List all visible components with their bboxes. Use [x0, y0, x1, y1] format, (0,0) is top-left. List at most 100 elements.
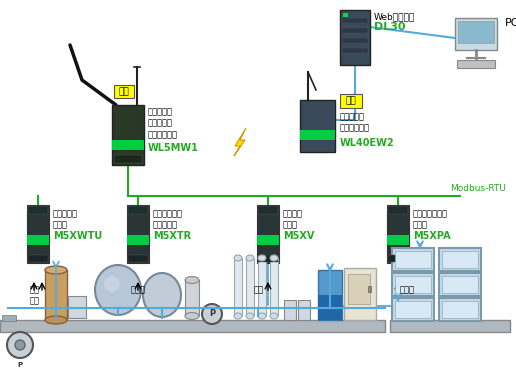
FancyBboxPatch shape: [28, 206, 48, 214]
FancyBboxPatch shape: [318, 270, 342, 320]
FancyBboxPatch shape: [185, 280, 199, 316]
Text: WL40EW2: WL40EW2: [340, 138, 395, 148]
FancyBboxPatch shape: [392, 248, 434, 271]
Ellipse shape: [104, 276, 120, 292]
Text: 直流入力
変換器: 直流入力 変換器: [283, 209, 303, 230]
Text: 熱電対: 熱電対: [131, 285, 146, 294]
Text: M5XWTU: M5XWTU: [53, 231, 102, 241]
Text: M5XPA: M5XPA: [413, 231, 450, 241]
FancyBboxPatch shape: [348, 274, 370, 304]
Ellipse shape: [143, 273, 181, 317]
Text: P: P: [209, 310, 215, 318]
Ellipse shape: [45, 266, 67, 274]
FancyBboxPatch shape: [270, 258, 278, 316]
FancyBboxPatch shape: [27, 205, 49, 263]
FancyBboxPatch shape: [457, 60, 495, 68]
FancyBboxPatch shape: [442, 301, 478, 318]
Polygon shape: [234, 128, 246, 156]
FancyBboxPatch shape: [388, 255, 408, 262]
Circle shape: [202, 304, 222, 324]
FancyBboxPatch shape: [257, 235, 279, 245]
FancyBboxPatch shape: [258, 206, 278, 214]
FancyBboxPatch shape: [128, 255, 148, 262]
Text: 電流
電圧: 電流 電圧: [30, 285, 40, 305]
Text: ユニバーサル
温度変換器: ユニバーサル 温度変換器: [153, 209, 183, 230]
FancyBboxPatch shape: [395, 301, 431, 318]
Text: P: P: [18, 362, 23, 368]
Text: タンシマル
ワイヤレス
ゲートウェイ: タンシマル ワイヤレス ゲートウェイ: [148, 107, 178, 140]
FancyBboxPatch shape: [343, 13, 348, 17]
FancyBboxPatch shape: [388, 206, 408, 214]
FancyBboxPatch shape: [439, 248, 481, 271]
Circle shape: [7, 332, 33, 358]
FancyBboxPatch shape: [340, 94, 362, 108]
FancyBboxPatch shape: [442, 251, 478, 268]
FancyBboxPatch shape: [439, 273, 481, 296]
Ellipse shape: [258, 313, 266, 319]
FancyBboxPatch shape: [234, 258, 242, 316]
Ellipse shape: [270, 313, 278, 319]
FancyBboxPatch shape: [257, 205, 279, 263]
Text: 電力マルチ
変換器: 電力マルチ 変換器: [53, 209, 78, 230]
FancyBboxPatch shape: [387, 205, 409, 263]
Text: WL5MW1: WL5MW1: [148, 143, 199, 153]
FancyBboxPatch shape: [45, 270, 67, 320]
Text: 親機: 親機: [346, 97, 357, 105]
FancyBboxPatch shape: [127, 205, 149, 263]
Circle shape: [15, 340, 25, 350]
Ellipse shape: [270, 255, 278, 261]
Text: M5XV: M5XV: [283, 231, 314, 241]
FancyBboxPatch shape: [342, 38, 368, 43]
Ellipse shape: [185, 276, 199, 283]
FancyBboxPatch shape: [114, 155, 142, 163]
FancyBboxPatch shape: [128, 206, 148, 214]
FancyBboxPatch shape: [127, 235, 149, 245]
FancyBboxPatch shape: [342, 28, 368, 33]
Text: パルスアナログ
変換器: パルスアナログ 変換器: [413, 209, 448, 230]
Ellipse shape: [95, 265, 141, 315]
FancyBboxPatch shape: [112, 105, 144, 165]
FancyBboxPatch shape: [344, 268, 376, 320]
FancyBboxPatch shape: [258, 255, 278, 262]
Text: Modbus-RTU: Modbus-RTU: [450, 184, 506, 193]
Text: ワイヤレス
ゲートウェイ: ワイヤレス ゲートウェイ: [340, 112, 370, 133]
Ellipse shape: [246, 255, 254, 261]
FancyBboxPatch shape: [68, 296, 86, 318]
FancyBboxPatch shape: [395, 276, 431, 293]
Ellipse shape: [258, 255, 266, 261]
FancyBboxPatch shape: [439, 298, 481, 321]
FancyBboxPatch shape: [0, 320, 385, 332]
Ellipse shape: [234, 313, 242, 319]
FancyBboxPatch shape: [387, 235, 409, 245]
FancyBboxPatch shape: [395, 251, 431, 268]
Text: DL30: DL30: [374, 22, 406, 32]
FancyBboxPatch shape: [112, 140, 144, 150]
FancyBboxPatch shape: [442, 276, 478, 293]
FancyBboxPatch shape: [392, 298, 434, 321]
FancyBboxPatch shape: [318, 295, 342, 320]
Text: M5XTR: M5XTR: [153, 231, 191, 241]
FancyBboxPatch shape: [284, 300, 296, 320]
FancyBboxPatch shape: [342, 48, 368, 53]
Text: 子機: 子機: [119, 87, 130, 96]
Ellipse shape: [45, 316, 67, 324]
FancyBboxPatch shape: [2, 315, 16, 321]
FancyBboxPatch shape: [390, 320, 510, 332]
FancyBboxPatch shape: [455, 18, 497, 50]
FancyBboxPatch shape: [392, 273, 434, 296]
Ellipse shape: [246, 313, 254, 319]
FancyBboxPatch shape: [368, 286, 371, 292]
FancyBboxPatch shape: [300, 100, 335, 152]
FancyBboxPatch shape: [342, 18, 368, 23]
FancyBboxPatch shape: [114, 85, 134, 98]
FancyBboxPatch shape: [458, 21, 494, 43]
Text: Webロガー２: Webロガー２: [374, 12, 415, 21]
Text: 圧力: 圧力: [254, 285, 264, 294]
FancyBboxPatch shape: [298, 300, 310, 320]
FancyBboxPatch shape: [258, 258, 266, 316]
FancyBboxPatch shape: [28, 255, 48, 262]
FancyBboxPatch shape: [300, 130, 335, 140]
Text: PC: PC: [505, 18, 516, 28]
FancyBboxPatch shape: [340, 10, 370, 65]
FancyBboxPatch shape: [246, 258, 254, 316]
